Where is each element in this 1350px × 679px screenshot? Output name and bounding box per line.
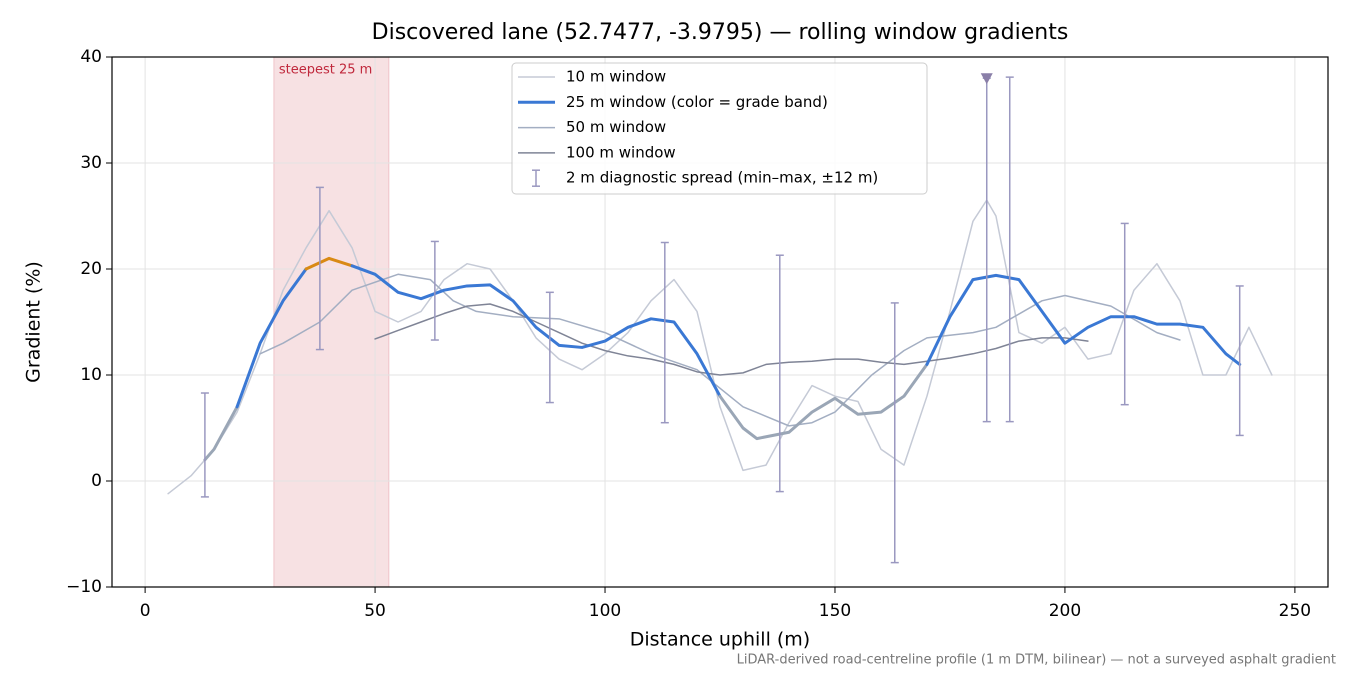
error-bar xyxy=(1235,285,1244,437)
error-bar xyxy=(1120,222,1129,406)
legend-label: 100 m window xyxy=(566,143,676,161)
error-bar xyxy=(200,392,209,498)
line-series xyxy=(374,303,1089,376)
legend-label: 50 m window xyxy=(566,118,666,136)
line-series xyxy=(259,273,1181,427)
x-axis-label: Distance uphill (m) xyxy=(630,629,810,651)
footnote: LiDAR-derived road-centreline profile (1… xyxy=(737,653,1336,668)
line-series xyxy=(167,199,1273,495)
line-series xyxy=(235,267,308,409)
line-series xyxy=(718,362,929,441)
y-tick-label: 20 xyxy=(80,259,102,279)
y-tick-label: 10 xyxy=(80,365,102,385)
line-series xyxy=(925,273,1242,366)
legend-label: 10 m window xyxy=(566,68,666,86)
line-series xyxy=(350,264,722,398)
offscale-marker xyxy=(980,73,993,85)
x-tick-label: 100 xyxy=(589,601,621,621)
legend-label: 25 m window (color = grade band) xyxy=(566,93,828,111)
x-tick-label: 250 xyxy=(1279,601,1311,621)
highlight-label: steepest 25 m xyxy=(279,63,372,78)
y-tick-label: 40 xyxy=(80,47,102,67)
error-bar xyxy=(1005,76,1014,423)
error-bar xyxy=(982,77,991,423)
error-bar xyxy=(315,186,324,351)
error-bar xyxy=(545,291,554,404)
error-bar xyxy=(430,240,439,341)
x-tick-label: 150 xyxy=(819,601,851,621)
y-axis-label: Gradient (%) xyxy=(23,261,45,383)
error-bar xyxy=(660,241,669,424)
legend-label: 2 m diagnostic spread (min–max, ±12 m) xyxy=(566,169,878,187)
line-series xyxy=(304,256,354,271)
plot-frame xyxy=(111,56,1329,588)
x-tick-label: 200 xyxy=(1049,601,1081,621)
line-series xyxy=(203,405,239,462)
y-tick-label: 0 xyxy=(91,471,102,491)
highlight-band xyxy=(273,56,390,588)
y-tick-label: 30 xyxy=(80,153,102,173)
legend-box xyxy=(511,62,928,195)
chart-title: Discovered lane (52.7477, -3.9795) — rol… xyxy=(372,20,1069,45)
error-bar xyxy=(775,254,784,493)
x-tick-label: 0 xyxy=(140,601,151,621)
x-tick-label: 50 xyxy=(364,601,386,621)
error-bar xyxy=(890,302,899,564)
y-tick-label: −10 xyxy=(66,577,102,597)
legend: 10 m window 25 m window (color = grade ba… xyxy=(511,62,928,195)
